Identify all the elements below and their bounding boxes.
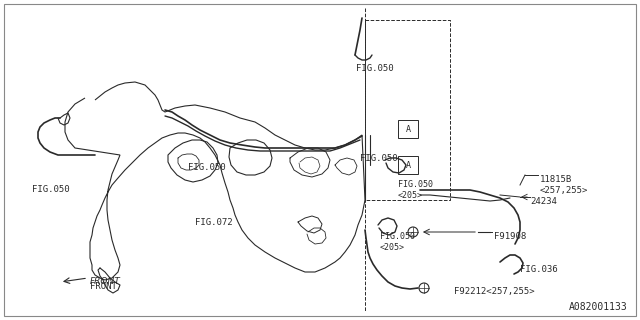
Text: FIG.050: FIG.050 bbox=[32, 185, 70, 194]
Text: FIG.050: FIG.050 bbox=[360, 154, 397, 163]
Text: FRONT: FRONT bbox=[90, 276, 121, 285]
Text: 24234: 24234 bbox=[530, 197, 557, 206]
Text: FIG.050
<205>: FIG.050 <205> bbox=[398, 180, 433, 200]
Bar bbox=[398, 156, 418, 174]
Bar bbox=[398, 120, 418, 138]
Text: FIG.050
<205>: FIG.050 <205> bbox=[380, 232, 415, 252]
Text: FIG.050: FIG.050 bbox=[356, 64, 394, 73]
Text: A082001133: A082001133 bbox=[569, 302, 628, 312]
Text: F92212<257,255>: F92212<257,255> bbox=[454, 287, 534, 296]
Text: FRONT: FRONT bbox=[90, 282, 117, 291]
Text: A: A bbox=[406, 124, 410, 133]
Text: FIG.050: FIG.050 bbox=[188, 163, 226, 172]
Text: F91908: F91908 bbox=[494, 232, 526, 241]
Text: FIG.036: FIG.036 bbox=[520, 265, 557, 274]
Text: A: A bbox=[406, 161, 410, 170]
Text: FIG.072: FIG.072 bbox=[195, 218, 232, 227]
Text: 11815B
<257,255>: 11815B <257,255> bbox=[540, 175, 588, 195]
